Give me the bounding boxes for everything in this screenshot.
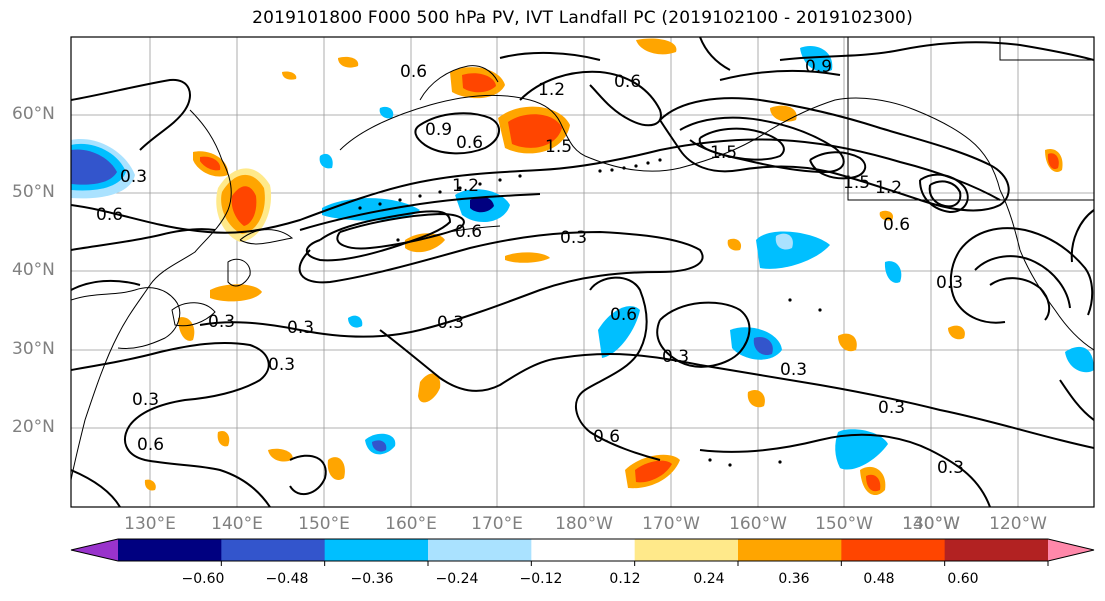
contour-label: 0.6 <box>614 72 641 92</box>
lon-label: 150°W <box>815 514 873 534</box>
colorbar-swatches <box>118 539 1049 561</box>
lon-label: 120°W <box>989 514 1047 534</box>
contour-label: 0.6 <box>137 435 164 455</box>
contour-label: 0.6 <box>400 62 427 82</box>
colorbar-tick-label: 0.60 <box>947 571 979 587</box>
colorbar <box>70 538 1095 566</box>
lon-label: 160°E <box>385 514 437 534</box>
contour-label: 0.3 <box>878 398 905 418</box>
contour-label: 0.6 <box>610 305 637 325</box>
colorbar-tick-label: 0.48 <box>863 571 895 587</box>
contour-label: 0.3 <box>662 347 689 367</box>
colorbar-tick-label: 0.24 <box>693 571 725 587</box>
contour-label: 0.6 <box>456 133 483 153</box>
contour-label: 1.5 <box>710 143 737 163</box>
contour-label: 0.3 <box>936 273 963 293</box>
contour-label: 0.3 <box>437 313 464 333</box>
contour-label: 0.6 <box>593 427 620 447</box>
contour-label: 0.9 <box>425 120 452 140</box>
coastlines <box>71 37 1094 481</box>
colorbar-swatch <box>221 539 326 561</box>
contour-label: 1.2 <box>452 176 479 196</box>
contour-label: 1.2 <box>538 80 565 100</box>
lon-label: 170°W <box>642 514 700 534</box>
colorbar-swatch <box>531 539 636 561</box>
graticule <box>71 37 1094 507</box>
colorbar-swatch <box>324 539 429 561</box>
colorbar-tick-label: 0.36 <box>778 571 810 587</box>
lat-label: 30°N <box>12 339 55 359</box>
contour-label: 0.3 <box>132 390 159 410</box>
lon-label: 130°W <box>902 514 960 534</box>
colorbar-tick-label: −0.24 <box>435 571 479 587</box>
contour-label: 0.3 <box>208 312 235 332</box>
lon-label: 130°E <box>124 514 176 534</box>
colorbar-tick-label: 0.12 <box>609 571 641 587</box>
lon-label: 150°E <box>298 514 350 534</box>
contour-label: 0.3 <box>937 458 964 478</box>
contour-label: 0.3 <box>287 318 314 338</box>
lat-label: 20°N <box>12 417 55 437</box>
contour-label: 1.5 <box>545 137 572 157</box>
colorbar-swatch <box>118 539 222 561</box>
lon-label: 140°E <box>211 514 263 534</box>
colorbar-swatch <box>944 539 1049 561</box>
lon-label: 170°E <box>471 514 523 534</box>
colorbar-tick-label: −0.12 <box>519 571 563 587</box>
contour-label: 0.3 <box>560 228 587 248</box>
map-title: 2019101800 F000 500 hPa PV, IVT Landfall… <box>252 8 913 28</box>
colorbar-swatch <box>841 539 946 561</box>
contour-label: 0.3 <box>268 355 295 375</box>
colorbar-extend-low <box>71 539 118 561</box>
ivt-contours <box>71 37 1094 507</box>
colorbar-tick-label: −0.48 <box>265 571 309 587</box>
lon-label: 140°W <box>902 514 960 534</box>
contour-label: 0.9 <box>805 57 832 77</box>
colorbar-extend-high <box>1048 539 1094 561</box>
colorbar-swatch <box>428 539 532 561</box>
island-dots <box>358 158 822 467</box>
contour-label: 1.5 <box>843 173 870 193</box>
lon-label: 160°W <box>729 514 787 534</box>
contour-label: 0.6 <box>883 215 910 235</box>
lon-label: 180°W <box>555 514 613 534</box>
lat-label: 60°N <box>12 104 55 124</box>
contour-label: 1.2 <box>875 178 902 198</box>
lat-label: 40°N <box>12 260 55 280</box>
colorbar-swatch <box>634 539 739 561</box>
contour-label: 0.6 <box>96 205 123 225</box>
contour-labels: 0.6 0.9 1.2 0.6 0.6 0.9 0.3 0.6 1.2 1.5 … <box>96 57 964 478</box>
colorbar-tick-label: −0.60 <box>181 571 225 587</box>
contour-label: 0.6 <box>455 222 482 242</box>
lat-label: 50°N <box>12 182 55 202</box>
contour-label: 0.3 <box>120 167 147 187</box>
colorbar-tick-label: −0.36 <box>350 571 394 587</box>
contour-label: 0.3 <box>780 360 807 380</box>
map-frame <box>70 36 1095 508</box>
colorbar-swatch <box>738 539 842 561</box>
